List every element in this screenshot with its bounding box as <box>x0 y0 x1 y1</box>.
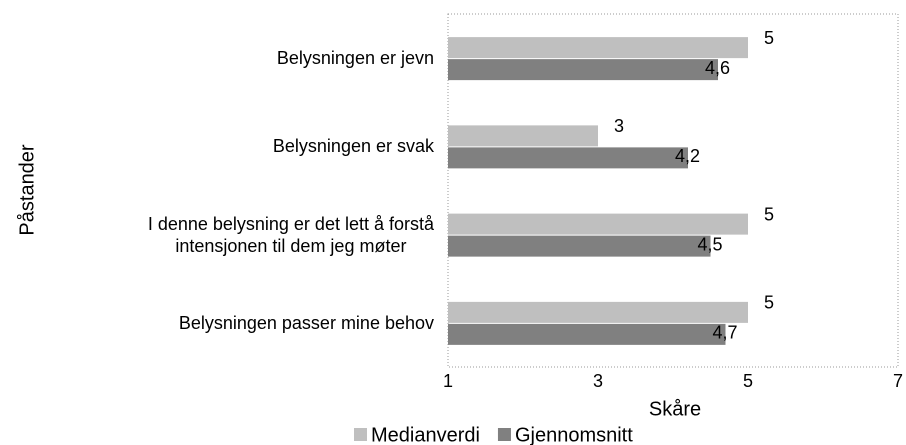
value-label: 4,5 <box>698 234 723 254</box>
value-label: 3 <box>614 116 624 136</box>
y-tick-label: Belysningen er jevn <box>276 48 434 69</box>
value-label: 4,6 <box>705 58 730 78</box>
bar <box>448 37 748 59</box>
x-tick-label: 1 <box>443 371 453 391</box>
x-tick-label: 5 <box>743 371 753 391</box>
y-tick-label: Belysningen passer mine behov <box>178 312 434 333</box>
bar <box>448 125 598 147</box>
y-tick-label: I denne belysning er det lett å forstå i… <box>147 213 434 256</box>
value-label: 5 <box>764 293 774 313</box>
legend-label: Gjennomsnitt <box>515 424 633 445</box>
value-label: 5 <box>764 204 774 224</box>
bar <box>448 323 726 345</box>
legend-swatch <box>497 428 511 441</box>
x-tick-label: 7 <box>893 371 903 391</box>
value-label: 5 <box>764 28 774 48</box>
x-axis-title: Skåre <box>649 398 701 420</box>
x-tick-label: 3 <box>593 371 603 391</box>
value-label: 4,7 <box>713 323 738 343</box>
bar <box>448 235 711 257</box>
bar <box>448 301 748 323</box>
bar <box>448 213 748 235</box>
plot-border <box>447 13 899 368</box>
y-axis-title: Påstander <box>16 144 38 236</box>
bar <box>448 59 718 81</box>
y-tick-label: Belysningen er svak <box>272 136 434 157</box>
legend-swatch <box>354 428 367 441</box>
bar <box>448 147 688 169</box>
value-label: 4,2 <box>675 146 700 166</box>
legend-label: Medianverdi <box>371 424 480 445</box>
